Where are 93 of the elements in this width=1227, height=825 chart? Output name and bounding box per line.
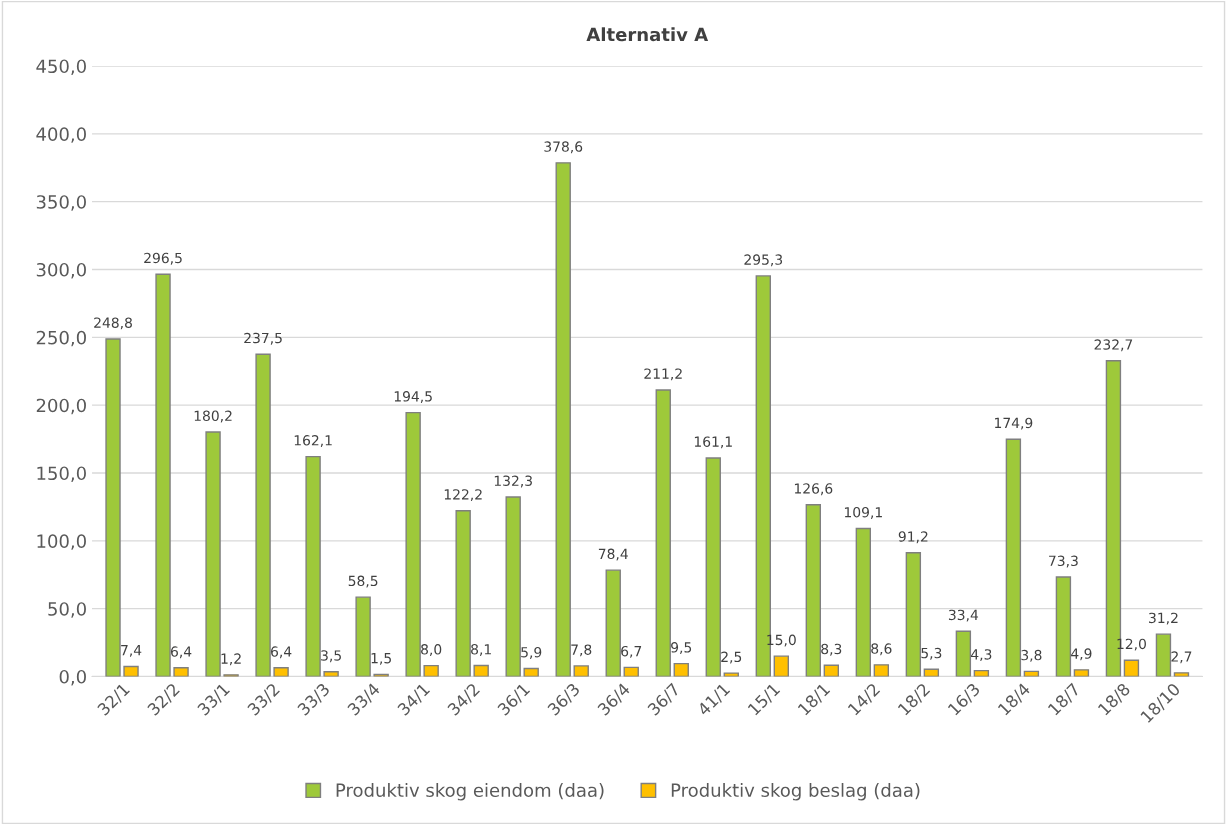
y-tick-label: 400,0 (36, 127, 86, 143)
data-label: 8,3 (821, 643, 842, 656)
bar (273, 667, 289, 677)
data-label: 4,3 (971, 649, 992, 662)
y-tick-label: 350,0 (36, 195, 86, 211)
bar (455, 510, 471, 677)
bar (355, 596, 371, 677)
bar (323, 671, 339, 677)
data-label: 1,2 (221, 653, 241, 666)
y-tick-label: 150,0 (37, 466, 86, 482)
bar (705, 457, 721, 677)
data-label: 295,3 (744, 254, 783, 267)
bar (155, 273, 171, 677)
bar (873, 664, 890, 677)
data-label: 7,4 (121, 645, 142, 657)
data-label: 161,1 (694, 436, 732, 449)
data-label: 78,4 (598, 548, 628, 561)
chart-title: Alternativ A (586, 27, 709, 42)
legend-label: Produktiv skog eiendom (daa) (336, 783, 604, 801)
data-label: 33,4 (948, 609, 979, 622)
legend-label: Produktiv skog beslag (daa) (671, 783, 920, 801)
bar (555, 162, 571, 677)
bar (523, 667, 539, 677)
bar (305, 455, 321, 677)
data-label: 378,6 (544, 141, 583, 154)
data-label: 211,2 (644, 368, 682, 381)
bar (1173, 672, 1190, 677)
bar (773, 655, 789, 677)
data-label: 5,3 (921, 647, 942, 660)
bar (605, 569, 621, 677)
data-label: 9,5 (671, 642, 692, 654)
data-label: 8,1 (471, 643, 491, 656)
data-label: 73,3 (1049, 555, 1078, 568)
data-label: 3,8 (1021, 649, 1042, 662)
bar (423, 664, 439, 677)
bar (105, 338, 121, 677)
data-label: 122,2 (444, 489, 482, 502)
bar (205, 431, 221, 677)
bar (655, 389, 671, 677)
data-label: 232,7 (1094, 339, 1133, 352)
bar (1005, 438, 1022, 677)
data-label: 194,5 (394, 391, 432, 404)
data-label: 296,5 (144, 252, 182, 265)
y-tick-label: 450,0 (36, 59, 86, 75)
bar (1123, 659, 1140, 677)
data-label: 3,5 (321, 650, 341, 663)
data-label: 180,2 (194, 410, 232, 423)
bar (973, 669, 990, 677)
bar (123, 665, 139, 677)
bar (173, 667, 189, 677)
data-label: 6,4 (271, 646, 292, 659)
data-label: 91,2 (898, 531, 928, 544)
bar (805, 504, 822, 677)
data-label: 126,6 (794, 483, 833, 496)
bar (623, 666, 639, 677)
data-label: 1,5 (371, 653, 391, 665)
data-label: 6,7 (621, 645, 642, 658)
data-label: 31,2 (1149, 612, 1178, 625)
bar (505, 496, 521, 677)
data-label: 162,1 (294, 435, 332, 447)
y-tick-label: 50,0 (48, 602, 86, 618)
data-label: 109,1 (844, 506, 882, 519)
data-label: 174,9 (995, 417, 1033, 430)
data-label: 132,3 (494, 475, 532, 488)
data-label: 8,0 (421, 644, 442, 657)
y-tick-label: 200,0 (36, 398, 86, 415)
bar (855, 527, 872, 677)
bar (1155, 633, 1172, 677)
bar (255, 353, 271, 677)
data-label: 248,8 (94, 317, 132, 330)
bar (823, 664, 840, 677)
bar (905, 552, 922, 677)
data-label: 4,9 (1071, 648, 1092, 661)
data-label: 7,8 (571, 644, 592, 657)
data-label: 237,5 (244, 332, 282, 345)
data-label: 2,5 (721, 651, 742, 664)
bar (405, 411, 421, 677)
data-label: 2,7 (1171, 651, 1192, 664)
bar (1055, 576, 1072, 677)
data-label: 5,9 (521, 646, 542, 659)
bar (955, 630, 972, 677)
bar (723, 672, 739, 677)
y-tick-label: 100,0 (37, 534, 86, 550)
bar (473, 664, 489, 677)
bar (573, 665, 589, 677)
data-label: 8,6 (871, 643, 892, 656)
bar (673, 662, 689, 677)
bar (1073, 669, 1090, 677)
y-tick-label: 0,0 (59, 669, 86, 686)
data-label: 58,5 (348, 575, 378, 588)
y-tick-label: 300,0 (36, 262, 86, 279)
y-tick-label: 250,0 (36, 330, 86, 347)
data-label: 6,4 (170, 646, 192, 659)
